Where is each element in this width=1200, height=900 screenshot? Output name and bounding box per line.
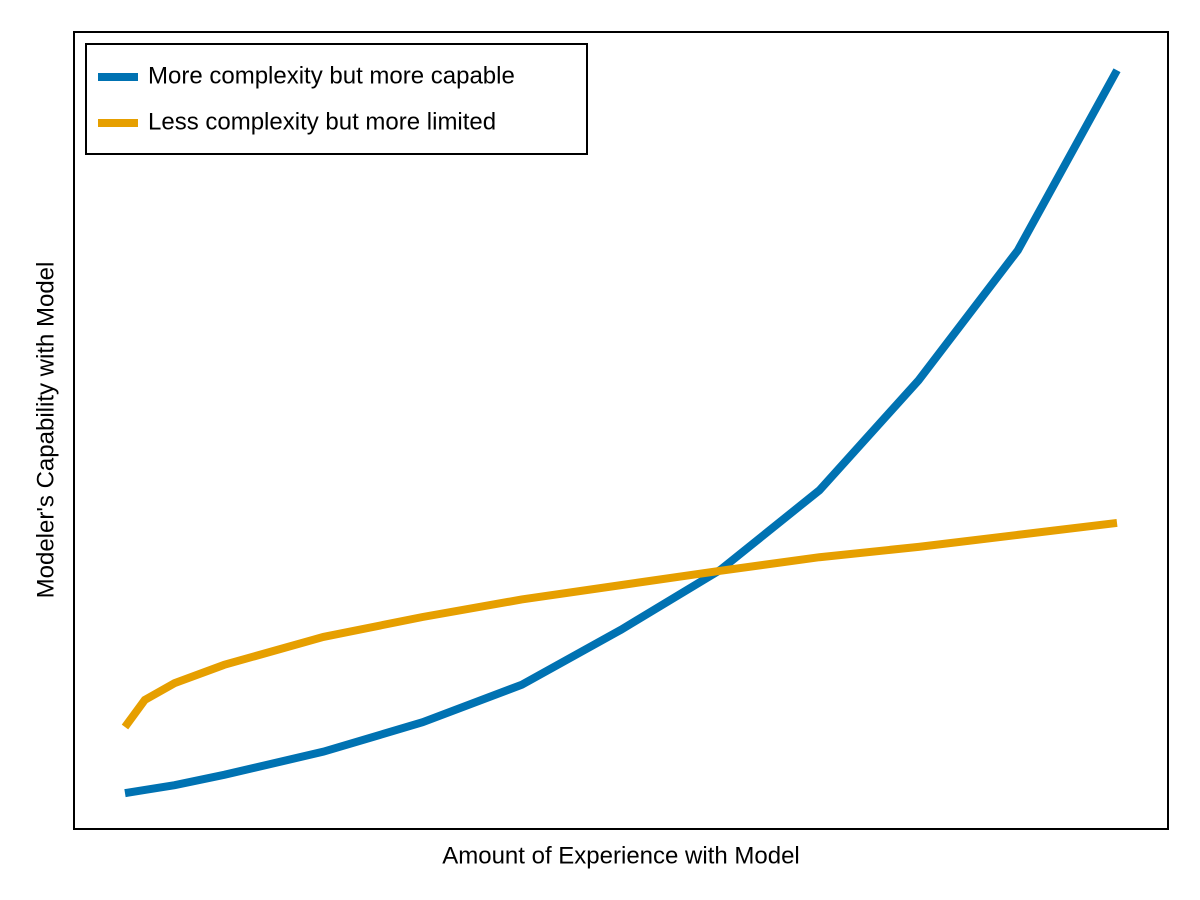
legend-box (85, 43, 588, 155)
data-line (121, 518, 1118, 730)
legend-label: More complexity but more capable (148, 62, 515, 89)
x-axis-label: Amount of Experience with Model (442, 842, 800, 869)
plot-frame (73, 31, 1169, 830)
y-axis-label: Modeler's Capability with Model (32, 262, 59, 599)
data-line (124, 68, 1121, 798)
legend-label: Less complexity but more limited (148, 108, 496, 135)
